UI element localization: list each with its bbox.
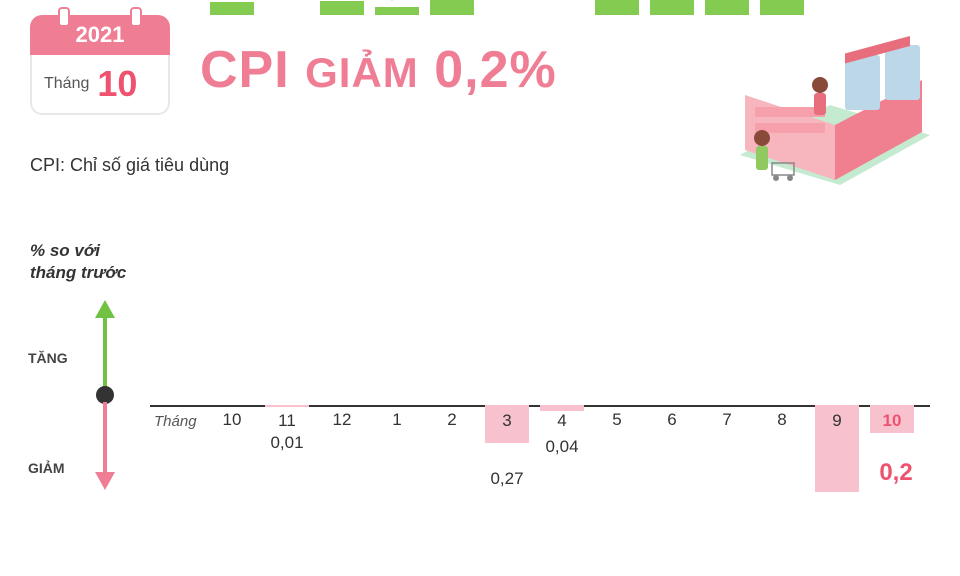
bar-category-label: 2 — [430, 410, 474, 430]
bar-value-label: 0,06 — [357, 0, 437, 3]
arrow-stem-up — [103, 318, 107, 388]
ylabel-line1: % so với — [30, 241, 100, 260]
calendar-month-number: 10 — [97, 63, 137, 105]
calendar-month-label: Tháng — [44, 75, 89, 93]
bar-rect — [705, 0, 749, 15]
bar-rect — [430, 0, 474, 15]
calendar-month-row: Tháng 10 — [30, 55, 170, 115]
bar-category-label: 6 — [650, 410, 694, 430]
bar-category-label: 9 — [815, 411, 859, 431]
calendar-year: 2021 — [30, 15, 170, 55]
headline-value: 0,2% — [434, 41, 557, 99]
axis-up-label: TĂNG — [28, 350, 68, 366]
arrow-stem-down — [103, 402, 107, 472]
bar-category-label: 4 — [540, 411, 584, 431]
bar-category-label: 10 — [210, 410, 254, 430]
bar-category-label: 12 — [320, 410, 364, 430]
calendar-widget: 2021 Tháng 10 — [30, 15, 170, 115]
bar-category-label: 3 — [485, 411, 529, 431]
bar-value-label: 0,04 — [522, 437, 602, 457]
ylabel-line2: tháng trước — [30, 263, 126, 282]
arrow-down-icon — [95, 472, 115, 490]
bar-rect — [540, 405, 584, 411]
bar-rect — [375, 7, 419, 15]
bar-rect — [265, 405, 309, 407]
supermarket-illustration — [690, 15, 940, 185]
bar-category-label: 5 — [595, 410, 639, 430]
bar-category-label: 11 — [265, 411, 309, 431]
headline: CPI GIẢM 0,2% — [200, 40, 557, 100]
bar-value-label: 0,2 — [856, 459, 936, 487]
bar-rect — [650, 0, 694, 15]
headline-mid: GIẢM — [305, 49, 419, 96]
bar-category-label: 8 — [760, 410, 804, 430]
bar-category-label: 7 — [705, 410, 749, 430]
cpi-bar-chart: Tháng 0,09100,01110,1120,0611,5220,2730,… — [130, 170, 940, 560]
y-axis-label: % so với tháng trước — [30, 240, 126, 284]
bar-rect — [595, 0, 639, 15]
bar-value-label: 0,27 — [467, 469, 547, 489]
axis-down-label: GIẢM — [28, 460, 65, 476]
bar-category-label: 1 — [375, 410, 419, 430]
axis-indicator — [75, 300, 135, 490]
headline-pre: CPI — [200, 41, 290, 99]
bar-value-label: 0,01 — [247, 433, 327, 453]
bar-rect — [210, 2, 254, 15]
bar-rect — [320, 1, 364, 15]
x-axis-label: Tháng — [154, 413, 197, 430]
arrow-up-icon — [95, 300, 115, 318]
bars-container: 0,09100,01110,1120,0611,5220,2730,0440,1… — [210, 170, 930, 560]
bar-category-label: 10 — [870, 411, 914, 431]
bar-rect — [760, 0, 804, 15]
